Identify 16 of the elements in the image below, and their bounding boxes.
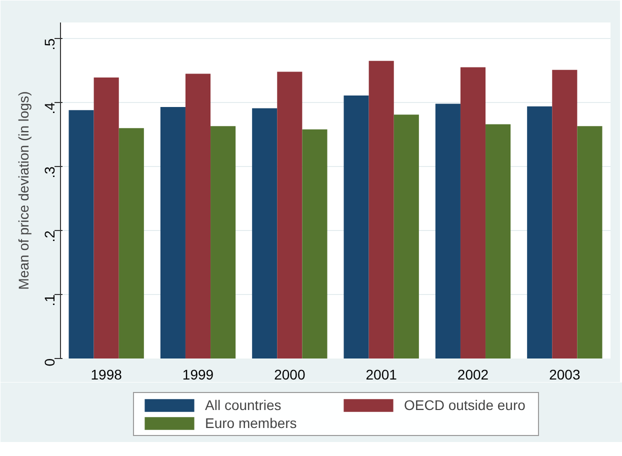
x-tick-label: 2000 [274, 366, 306, 382]
x-tick-label: 2001 [366, 366, 398, 382]
legend-label: All countries [205, 397, 282, 413]
x-tick-label: 1998 [90, 366, 122, 382]
y-tick-label: .1 [42, 294, 58, 306]
legend-label: Euro members [205, 415, 298, 431]
x-tick-label: 1999 [182, 366, 214, 382]
y-tick-label: .2 [42, 230, 58, 242]
legend-label: OECD outside euro [404, 397, 526, 413]
y-axis-title: Mean of price deviation (in logs) [16, 91, 32, 290]
x-tick-label: 2003 [549, 366, 580, 382]
y-tick-label: .4 [42, 102, 58, 114]
x-tick-label: 2002 [457, 366, 489, 382]
y-tick-label: 0 [42, 358, 58, 366]
y-tick-label: .5 [42, 38, 58, 50]
y-tick-label: .3 [42, 166, 58, 178]
